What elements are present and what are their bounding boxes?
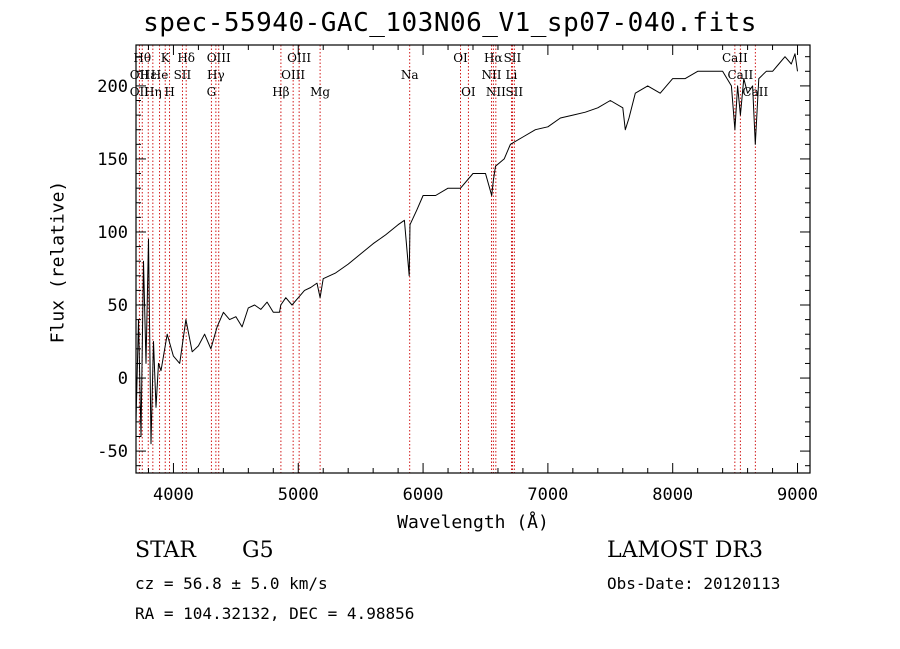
y-tick-label: 200 (97, 77, 128, 97)
line-label-5: He (151, 68, 169, 82)
line-label-18: OI (453, 51, 468, 65)
line-label-3: Hε (140, 68, 157, 82)
line-label-7: H (164, 85, 174, 99)
axis-ticks: 4000 5000 6000 7000 8000 9000 -50 0 50 100 150 200 (97, 45, 818, 505)
line-label-9: Hδ (177, 51, 195, 65)
x-tick-label: 6000 (403, 485, 444, 505)
line-label-28: CaII (742, 85, 768, 99)
line-label-14: OIII (281, 68, 305, 82)
object-class: STAR (135, 538, 196, 563)
y-tick-label: 150 (97, 150, 128, 170)
object-subclass: G5 (242, 538, 274, 563)
x-tick-label: 9000 (777, 485, 818, 505)
y-tick-label: -50 (97, 442, 128, 462)
line-label-8: SII (174, 68, 192, 82)
line-label-23: SII (504, 51, 522, 65)
line-label-22: NII (486, 85, 506, 99)
line-label-4: Hη (144, 85, 162, 99)
line-label-15: OIII (287, 51, 311, 65)
line-label-0: Hθ (133, 51, 151, 65)
line-label-17: Na (401, 68, 419, 82)
y-tick-label: 0 (118, 369, 128, 389)
line-label-25: SII (505, 85, 523, 99)
line-label-26: CaII (722, 51, 748, 65)
line-label-21: Hα (484, 51, 503, 65)
line-label-1: OII (130, 68, 150, 82)
x-tick-label: 7000 (527, 485, 568, 505)
emission-line-markers (138, 45, 756, 473)
line-label-16: Mg (310, 85, 330, 99)
x-axis-label: Wavelength (Å) (397, 512, 549, 533)
observation-date: Obs-Date: 20120113 (607, 574, 781, 593)
spectrum-series (135, 53, 798, 445)
ra-dec: RA = 104.32132, DEC = 4.98856 (135, 604, 415, 623)
line-label-10: Hγ (207, 68, 225, 82)
y-tick-label: 100 (97, 223, 128, 243)
x-tick-label: 4000 (153, 485, 194, 505)
line-label-13: Hβ (272, 85, 289, 99)
line-label-24: Li (506, 68, 518, 82)
redshift-cz: cz = 56.8 ± 5.0 km/s (135, 574, 328, 593)
line-label-27: CaII (727, 68, 753, 82)
y-axis-label: Flux (relative) (47, 180, 69, 344)
x-tick-label: 5000 (278, 485, 319, 505)
line-labels: HθOIIOIIHεHηHeKHSIIHδHγGOIIIHβOIIIOIIIMg… (130, 51, 769, 99)
line-label-20: NII (481, 68, 501, 82)
line-label-12: OIII (207, 51, 231, 65)
line-label-11: G (207, 85, 217, 99)
line-label-6: K (161, 51, 171, 65)
plot-frame (135, 44, 811, 474)
line-label-2: OII (130, 85, 150, 99)
chart-title: spec-55940-GAC_103N06_V1_sp07-040.fits (143, 8, 757, 38)
y-tick-label: 50 (108, 296, 128, 316)
spectrum-line (135, 53, 798, 445)
x-tick-label: 8000 (652, 485, 693, 505)
line-label-19: OI (461, 85, 476, 99)
survey-name: LAMOST DR3 (607, 538, 763, 563)
